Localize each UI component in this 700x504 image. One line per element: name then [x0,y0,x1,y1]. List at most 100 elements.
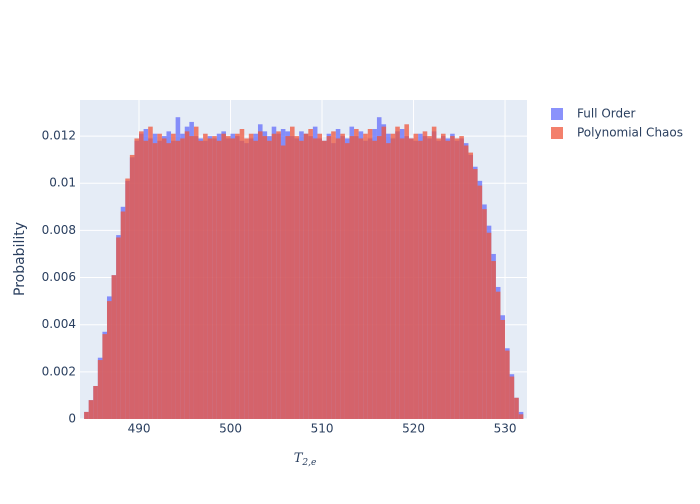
bar [459,136,464,419]
y-tick-label: 0.008 [42,223,76,237]
bar [495,291,501,419]
bar [276,131,281,419]
bar [171,133,176,419]
y-tick-label: 0.002 [42,364,76,378]
bar [473,169,478,419]
bar [161,138,167,419]
bar [216,140,222,419]
y-tick-label: 0.004 [42,317,76,331]
bar [93,385,98,419]
bar [116,237,121,419]
x-tick-label: 490 [128,422,151,436]
x-tick-label: 530 [494,422,517,436]
y-tick-label: 0 [68,412,76,426]
x-axis-title: T2,e [294,451,317,468]
bar [399,138,405,419]
bar [235,133,240,419]
bar [97,360,103,419]
bar [505,350,510,419]
bar [500,319,506,419]
bar [125,178,130,419]
bar [363,133,368,419]
bar [207,138,213,419]
bar [134,138,140,419]
bar [390,133,396,419]
bar [198,140,204,419]
bar [152,143,158,419]
bar [322,140,327,419]
bar [303,133,309,419]
legend-swatch [551,127,563,139]
bar [331,131,336,419]
bar [491,261,496,419]
bar [463,145,469,419]
bar [175,140,181,419]
bar [413,133,419,419]
bar [166,143,172,419]
bar [376,136,382,419]
y-axis-title: Probability [12,222,28,296]
bar [509,376,515,419]
y-tick-label: 0.012 [42,129,76,143]
bar [440,133,446,419]
bar [418,140,423,419]
bars [84,117,524,420]
bar [404,124,409,420]
bar [262,136,268,419]
bar [372,140,377,419]
bar [129,154,135,420]
legend-swatch [551,108,563,120]
bar [280,145,286,419]
bar [221,133,226,419]
bar [102,334,107,419]
bar [120,211,126,419]
x-axis-title-sub: 2,e [301,458,316,468]
bar [445,140,451,419]
bar [294,136,300,419]
bar [454,138,460,419]
bar [436,138,441,419]
bar [381,126,387,419]
bar [184,131,190,419]
bar [326,136,332,419]
bar [299,140,304,419]
legend-label: Full Order [577,107,636,121]
bar [257,131,263,419]
bar [239,129,245,419]
x-tick-label: 500 [219,422,242,436]
bar [335,138,341,419]
bar [427,136,432,419]
bar [106,301,112,419]
x-axis-title-base: T [294,451,304,466]
legend: Full Order Polynomial Chaos [551,107,683,140]
bar [431,126,437,419]
tick-labels: 0 0.002 0.004 0.006 0.008 0.01 0.012 490 500 510 5… [42,129,517,436]
x-tick-label: 520 [402,422,425,436]
bar [111,275,117,419]
bar [253,140,258,419]
bar [212,136,217,419]
bar [468,152,474,419]
bar [143,140,149,419]
bar [203,133,208,419]
bar [312,138,318,419]
bar [518,414,524,419]
bar [285,136,291,419]
bar [225,136,231,419]
bar [477,185,483,419]
bar [422,131,428,419]
bar [344,143,350,419]
bar [139,131,144,419]
bar [354,129,359,419]
bar [244,138,249,419]
bar [340,133,345,419]
bar [157,133,162,419]
bar [271,133,277,419]
bar [193,126,199,419]
bar [358,138,364,419]
bar [514,397,519,419]
bar [486,232,492,419]
bar [189,136,194,419]
bar [367,129,373,419]
